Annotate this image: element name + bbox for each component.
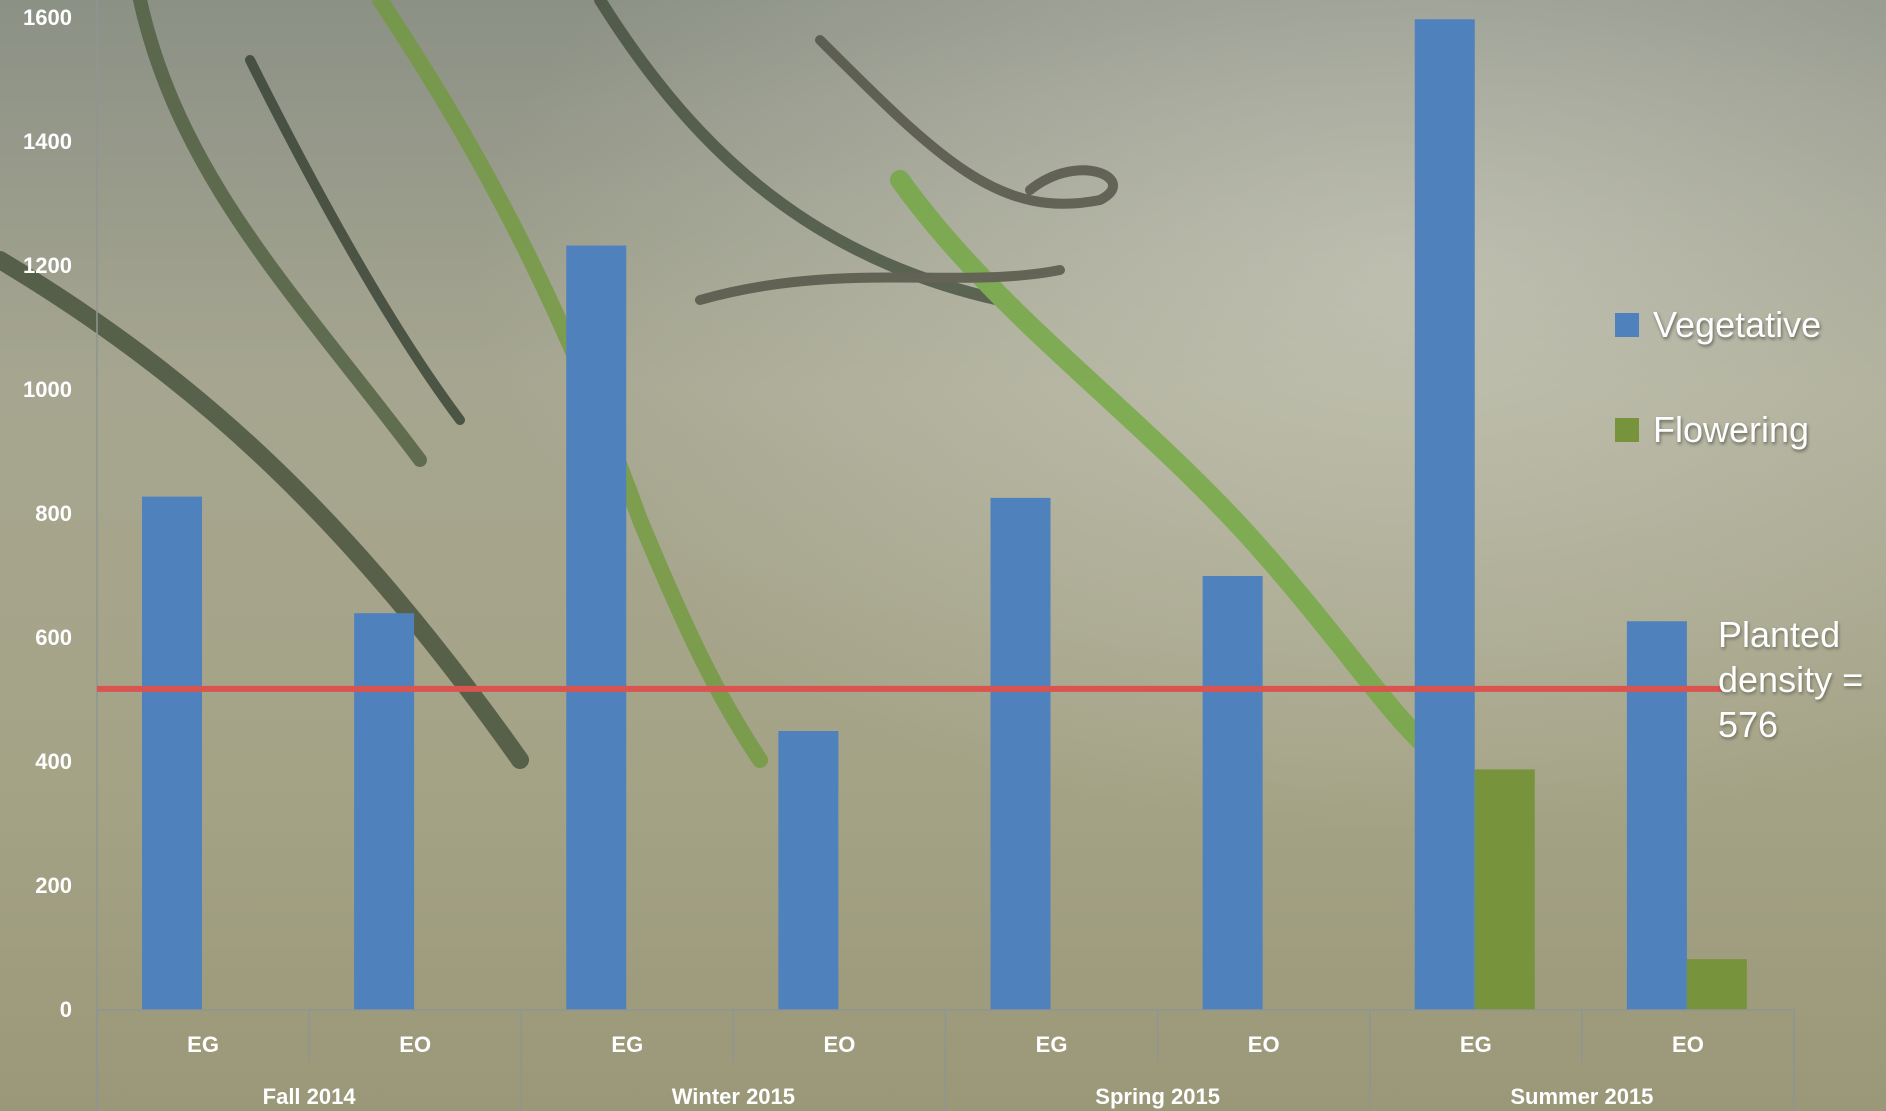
bar-flowering-6: [1474, 769, 1535, 1010]
x-category-label: EO: [1672, 1032, 1704, 1057]
bars: [142, 19, 1747, 1011]
legend: Vegetative Flowering: [1615, 300, 1821, 510]
bar-vegetative-4: [990, 497, 1051, 1010]
y-tick-label: 0: [60, 997, 72, 1022]
bar-flowering-7: [1686, 959, 1747, 1010]
bar-vegetative-6: [1414, 19, 1475, 1011]
legend-label-vegetative: Vegetative: [1653, 304, 1822, 345]
y-axis: 0 200 400 600 800 1000 1200 1400 1600: [23, 0, 98, 1111]
bar-vegetative-5: [1202, 576, 1263, 1010]
legend-swatch-vegetative: [1615, 313, 1639, 337]
x-group-label: Fall 2014: [263, 1084, 357, 1109]
x-group-label: Summer 2015: [1510, 1084, 1653, 1109]
bar-vegetative-2: [566, 245, 627, 1011]
planted-density-annotation: Planted density = 576: [1718, 614, 1864, 745]
y-tick-label: 600: [35, 625, 72, 650]
legend-label-flowering: Flowering: [1653, 409, 1810, 450]
y-tick-label: 200: [35, 873, 72, 898]
y-tick-label: 1400: [23, 129, 72, 154]
y-tick-label: 800: [35, 501, 72, 526]
bar-vegetative-3: [778, 731, 839, 1010]
x-category-label: EG: [187, 1032, 219, 1057]
y-tick-label: 1200: [23, 253, 72, 278]
legend-item-flowering: Flowering: [1615, 405, 1821, 455]
bar-vegetative-7: [1626, 621, 1687, 1010]
x-group-label: Winter 2015: [672, 1084, 795, 1109]
y-tick-label: 1600: [23, 5, 72, 30]
x-category-label: EG: [611, 1032, 643, 1057]
x-axis: EG EO EG EO EG EO EG EO Fall 2014 Winter 2015 Spri…: [96, 1009, 1795, 1111]
y-tick-label: 400: [35, 749, 72, 774]
x-category-label: EG: [1460, 1032, 1492, 1057]
y-tick-label: 1000: [23, 377, 72, 402]
bar-vegetative-0: [142, 496, 202, 1010]
x-category-label: EG: [1036, 1032, 1068, 1057]
x-group-label: Spring 2015: [1095, 1084, 1220, 1109]
legend-item-vegetative: Vegetative: [1615, 300, 1821, 350]
x-category-label: EO: [1248, 1032, 1280, 1057]
x-category-label: EO: [399, 1032, 431, 1057]
bar-vegetative-1: [354, 613, 415, 1010]
legend-swatch-flowering: [1615, 418, 1639, 442]
x-category-label: EO: [824, 1032, 856, 1057]
